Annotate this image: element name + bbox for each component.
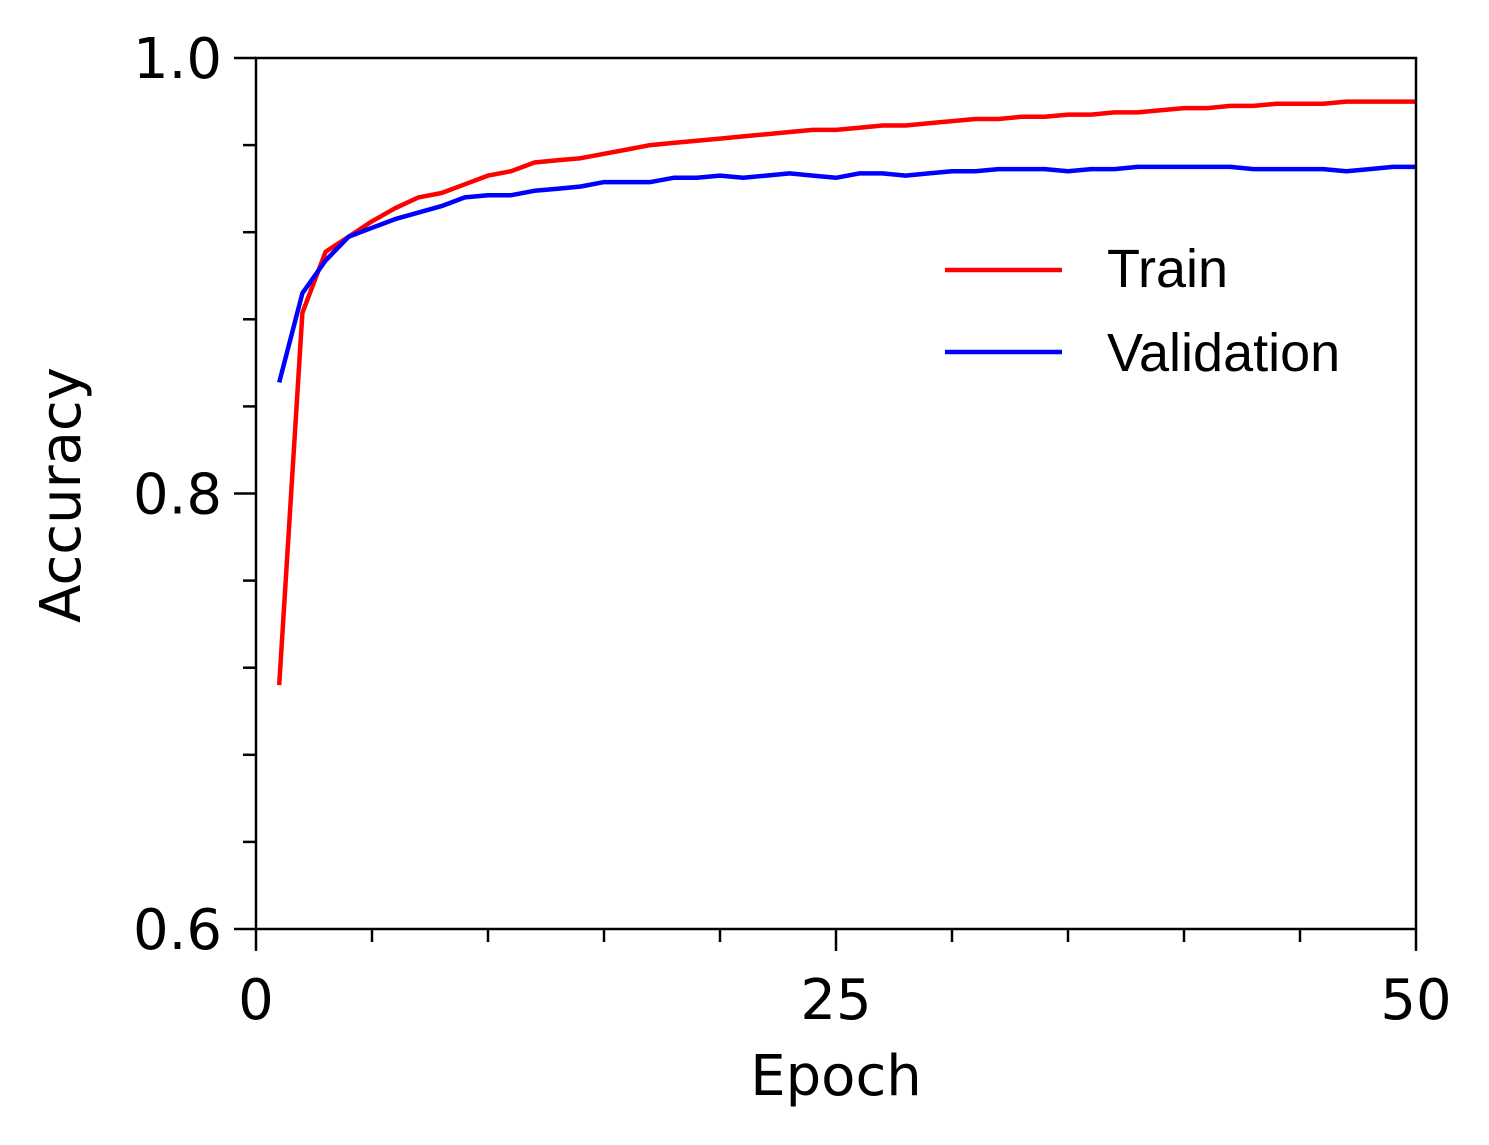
y-tick-label: 0.8	[133, 463, 222, 528]
series-line-validation	[277, 164, 1416, 383]
x-axis-title: Epoch	[750, 1044, 921, 1109]
y-axis-title: Accuracy	[29, 367, 94, 623]
series-lines	[276, 99, 1416, 686]
y-tick-label: 1.0	[133, 27, 222, 92]
axis-ticks: 0.6 0.8 1.0 0 25 50	[133, 27, 1452, 1033]
x-tick-label: 25	[800, 968, 871, 1033]
x-tick-label: 0	[238, 968, 274, 1033]
legend-label-validation: Validation	[1107, 323, 1340, 383]
y-tick-label: 0.6	[133, 898, 222, 963]
series-line-train	[276, 99, 1416, 686]
legend-label-train: Train	[1107, 239, 1228, 299]
legend: Train Validation	[945, 239, 1340, 383]
plot-frame	[254, 56, 1418, 931]
x-tick-label: 50	[1380, 968, 1451, 1033]
